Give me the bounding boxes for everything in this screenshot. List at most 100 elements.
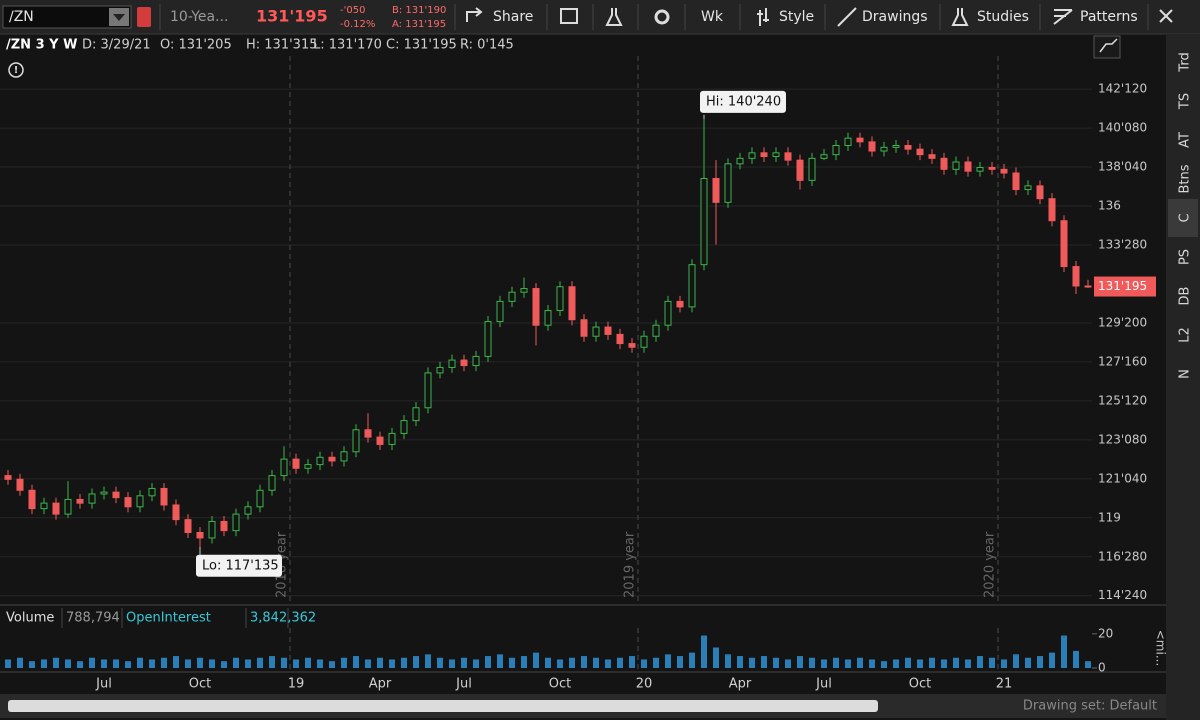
sidebar-tab[interactable]: L2 — [1178, 327, 1193, 343]
volume-bar — [485, 656, 491, 668]
candle-body — [160, 487, 168, 506]
last-price-tag — [1094, 276, 1156, 297]
volume-bar — [113, 659, 119, 668]
candle-body — [64, 498, 72, 515]
volume-bar — [557, 659, 563, 668]
x-tick-label: 21 — [996, 677, 1013, 692]
candle-body — [316, 456, 324, 466]
toolbar-button[interactable]: Style — [779, 9, 814, 25]
candle-body — [268, 475, 276, 491]
toolbar-button[interactable]: Share — [493, 9, 533, 25]
volume-bar — [893, 659, 899, 668]
volume-bar — [701, 635, 707, 668]
volume-bar — [965, 659, 971, 668]
sidebar-tab[interactable]: C — [1178, 213, 1193, 222]
drawings-icon — [837, 7, 857, 27]
candle-body — [724, 163, 732, 203]
flask-icon[interactable] — [605, 8, 623, 26]
sidebar-tab[interactable]: DB — [1178, 287, 1193, 306]
style-button-icon — [1099, 38, 1118, 53]
volume-bar — [713, 647, 719, 668]
bid: B: 131'190 — [392, 5, 446, 16]
sidebar-tab[interactable]: AT — [1178, 132, 1193, 148]
toolbar-button[interactable]: Studies — [977, 9, 1029, 25]
info-icon[interactable] — [8, 62, 24, 78]
symbol: /ZN — [9, 9, 34, 25]
symbol-box[interactable] — [2, 5, 132, 29]
net-change: -'050 — [340, 5, 365, 16]
sidebar-tab[interactable]: TS — [1178, 93, 1193, 110]
toolbar-button[interactable]: Drawings — [862, 9, 928, 25]
volume-bar — [461, 657, 467, 668]
candle-body — [952, 161, 960, 170]
candle-body — [748, 152, 756, 159]
candle-body — [532, 288, 540, 326]
volume-bar — [77, 661, 83, 668]
candle-body — [508, 291, 516, 302]
candle-body — [352, 429, 360, 453]
candle-body — [172, 504, 180, 521]
volume-bar — [761, 656, 767, 668]
chart-header: R: 0'145 — [460, 38, 514, 53]
volume-bar — [185, 659, 191, 668]
y-tick-label: 138'040 — [1098, 160, 1147, 174]
candle-body — [568, 286, 576, 321]
volume-bar — [5, 659, 11, 668]
toolbar-separators — [159, 4, 1149, 30]
volume-bar — [125, 661, 131, 668]
settings-icon[interactable] — [654, 9, 670, 25]
candle-body — [868, 141, 876, 152]
volume-bar — [1061, 635, 1067, 668]
toolbar-button[interactable]: Wk — [701, 9, 724, 25]
x-tick-label: Jul — [95, 677, 112, 692]
volume-bar — [869, 659, 875, 668]
candle-body — [964, 161, 972, 172]
candle-body — [796, 159, 804, 181]
volume-bar — [173, 656, 179, 668]
candle-body — [700, 178, 708, 266]
link-icon[interactable] — [137, 7, 151, 27]
candle-body — [1012, 172, 1020, 191]
volume-bar — [269, 656, 275, 668]
studies-icon — [951, 8, 969, 26]
volume-bar — [317, 659, 323, 668]
candle-body — [364, 429, 372, 438]
candle-body — [292, 458, 300, 469]
x-tick-label: Oct — [549, 677, 571, 692]
x-tick-label: 20 — [636, 677, 653, 692]
close-icon[interactable] — [1159, 9, 1173, 23]
drawing-set[interactable]: Drawing set: Default — [1023, 699, 1157, 714]
x-tick-label: Jul — [815, 677, 832, 692]
candle-body — [676, 300, 684, 308]
sidebar-tab[interactable]: PS — [1178, 249, 1193, 265]
candle-body — [448, 359, 456, 368]
volume-bar — [845, 659, 851, 668]
sidebar-tab[interactable]: Btns — [1178, 164, 1193, 193]
candle-body — [772, 152, 780, 158]
volume-header: 3,842,362 — [250, 611, 316, 626]
volume-bar — [977, 656, 983, 668]
year-label: 2019 year — [623, 531, 638, 598]
candle-body — [820, 154, 828, 159]
volume-bar — [1013, 654, 1019, 668]
candle-body — [484, 321, 492, 357]
candle-body — [148, 487, 156, 497]
volume-bar — [197, 657, 203, 668]
x-tick-label: 19 — [288, 677, 305, 692]
candle-body — [280, 458, 288, 477]
candle-body — [184, 519, 192, 533]
candle-body — [412, 407, 420, 422]
volume-bar — [785, 659, 791, 668]
snapshot-icon[interactable] — [560, 8, 578, 24]
volume-bar — [53, 657, 59, 668]
volume-unit: <mi... — [1154, 630, 1168, 667]
candle-body — [496, 300, 504, 323]
sidebar-tab[interactable]: N — [1178, 369, 1193, 379]
candle-body — [616, 333, 624, 345]
sidebar-tab[interactable]: Trd — [1178, 52, 1193, 72]
toolbar-button[interactable]: Patterns — [1080, 9, 1138, 25]
volume-bar — [821, 659, 827, 668]
high-callout — [700, 90, 786, 113]
scrollbar[interactable] — [8, 700, 878, 712]
volume-bar — [293, 659, 299, 668]
